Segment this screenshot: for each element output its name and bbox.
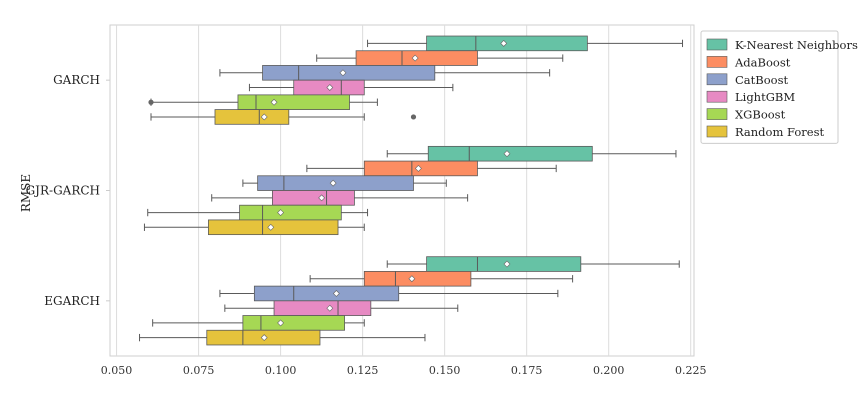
legend-swatch xyxy=(706,38,728,51)
mean-marker xyxy=(277,319,285,327)
legend-label: CatBoost xyxy=(735,73,788,87)
box xyxy=(242,175,447,191)
mean-marker xyxy=(411,54,419,62)
x-tick-label: 0.050 xyxy=(101,364,133,377)
box-body xyxy=(237,94,350,110)
y-axis-title: RMSE xyxy=(19,174,33,212)
legend-swatch xyxy=(706,125,728,138)
legend-label: AdaBoost xyxy=(734,55,791,69)
box-body xyxy=(242,315,345,331)
mean-marker xyxy=(260,334,268,342)
mean-marker xyxy=(270,98,278,106)
mean-marker xyxy=(260,113,268,121)
mean-marker xyxy=(318,194,326,202)
x-tick-label: 0.150 xyxy=(429,364,461,377)
mean-marker xyxy=(267,223,275,231)
mean-marker xyxy=(503,150,511,158)
box xyxy=(386,256,680,272)
mean-marker xyxy=(503,260,511,268)
legend-label: Random Forest xyxy=(735,125,825,139)
box xyxy=(148,94,378,110)
box-body xyxy=(253,285,400,302)
legend-swatch xyxy=(706,90,728,103)
legend: K-Nearest Neighbors AdaBoost CatBoost Light… xyxy=(700,30,858,144)
box xyxy=(367,35,684,52)
box xyxy=(150,109,417,125)
legend-label: XGBoost xyxy=(735,108,786,122)
x-tick-label: 0.175 xyxy=(511,364,543,377)
box xyxy=(248,79,454,96)
x-tick-label: 0.100 xyxy=(265,364,297,377)
y-category-label: GJR-GARCH xyxy=(26,184,100,198)
legend-swatch xyxy=(706,108,728,120)
grid-lines xyxy=(116,25,692,356)
mean-marker xyxy=(332,290,340,297)
y-category-label: EGARCH xyxy=(44,294,100,308)
box-body xyxy=(272,190,355,206)
mean-marker xyxy=(408,275,416,283)
x-tick-label: 0.075 xyxy=(183,364,215,377)
box xyxy=(143,219,365,236)
outlier-point xyxy=(148,99,154,105)
mean-marker xyxy=(326,84,334,91)
box-body xyxy=(273,300,372,316)
mean-marker xyxy=(339,69,347,77)
box xyxy=(139,329,426,346)
legend-swatch xyxy=(706,56,728,68)
box-body xyxy=(214,109,290,125)
mean-marker xyxy=(500,39,508,47)
legend-box xyxy=(700,30,839,144)
outlier-point xyxy=(410,114,417,120)
legend-label: LightGBM xyxy=(735,90,795,104)
mean-marker xyxy=(277,209,285,216)
mean-marker xyxy=(326,304,334,312)
x-tick-label: 0.200 xyxy=(593,364,625,377)
x-tick-label: 0.225 xyxy=(675,364,707,377)
box-series xyxy=(139,35,684,346)
legend-swatch xyxy=(706,73,728,86)
box-body xyxy=(363,271,472,287)
x-tick-label: 0.125 xyxy=(347,364,379,377)
box xyxy=(309,271,574,287)
box xyxy=(386,145,677,162)
y-category-label: GARCH xyxy=(53,73,100,87)
legend-label: K-Nearest Neighbors xyxy=(735,38,858,52)
box-body xyxy=(239,204,342,221)
box xyxy=(306,160,557,177)
y-category-labels: GARCH GJR-GARCH EGARCH xyxy=(26,73,110,308)
box-body xyxy=(262,65,436,81)
mean-marker xyxy=(329,179,337,187)
x-tick-labels: 0.050 0.075 0.100 0.125 0.150 0.175 0.200 0.225 xyxy=(101,364,707,377)
mean-marker xyxy=(414,165,422,172)
